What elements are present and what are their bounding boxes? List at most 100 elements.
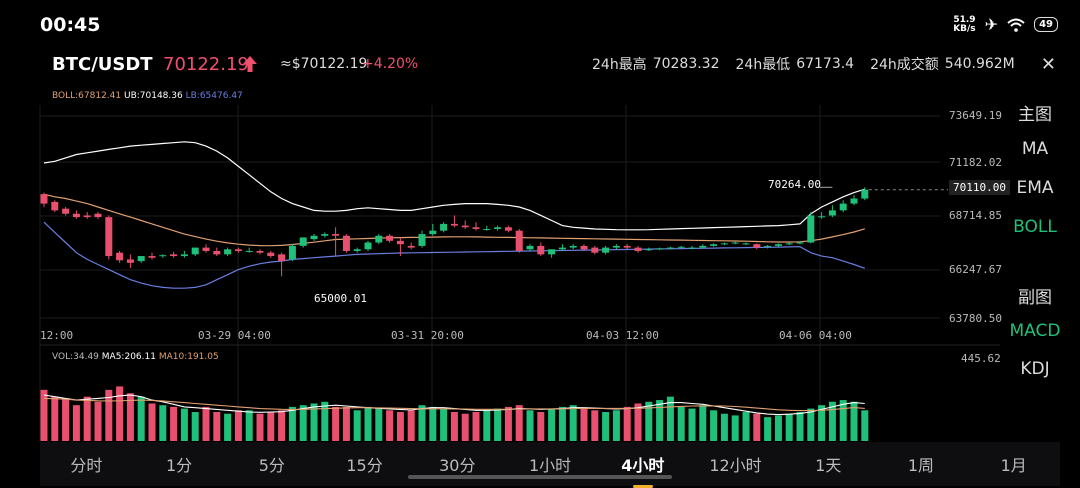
candle-body	[418, 234, 426, 246]
indicator-kdj[interactable]: KDJ	[1020, 359, 1050, 379]
candle-body	[526, 245, 534, 250]
volume-bar	[202, 406, 210, 441]
vol-max-tick: 445.62	[961, 352, 1001, 365]
volume-bar	[666, 396, 674, 441]
tab-1week[interactable]: 1周	[907, 456, 935, 475]
low-annotation: 65000.01	[314, 292, 367, 305]
candle-body	[774, 244, 782, 246]
indicator-macd[interactable]: MACD	[1009, 321, 1061, 341]
y-tick: 66247.67	[949, 263, 1002, 276]
candle-body	[40, 194, 48, 204]
tab-5min[interactable]: 5分	[258, 456, 285, 475]
network-speed-value: 51.9	[953, 14, 976, 25]
volume-bar	[764, 417, 772, 441]
volume-bar	[504, 406, 512, 441]
x-tick: 12:00	[40, 329, 74, 342]
volume-bar	[332, 406, 340, 441]
network-speed-unit: KB/s	[953, 23, 976, 34]
close-icon[interactable]: ✕	[1040, 54, 1056, 75]
boll-ub-line	[43, 141, 865, 231]
volume-bar	[375, 408, 383, 441]
tab-4hour[interactable]: 4小时	[596, 452, 689, 488]
volume-bar	[191, 412, 199, 441]
tab-1hour[interactable]: 1小时	[528, 456, 572, 475]
candle-body	[310, 235, 318, 240]
tab-1day[interactable]: 1天	[815, 456, 842, 475]
volume-bar	[558, 406, 566, 441]
volume-bar	[353, 410, 361, 441]
volume-bar	[731, 415, 739, 441]
indicator-boll[interactable]: BOLL	[1013, 217, 1057, 237]
volume-bar	[699, 405, 707, 441]
y-tick: 63780.50	[949, 312, 1002, 325]
boll-lb-line	[43, 221, 865, 289]
tab-1min[interactable]: 1分	[166, 456, 193, 475]
volume-bar	[224, 413, 232, 441]
volume-bar	[861, 410, 869, 441]
candle-body	[623, 245, 631, 248]
y-tick: 73649.19	[949, 109, 1002, 122]
indicator-ema[interactable]: EMA	[1016, 178, 1054, 198]
candle-body	[504, 227, 512, 231]
pair-title[interactable]: BTC/USDT	[52, 53, 153, 75]
volume-bar	[51, 396, 59, 441]
home-indicator	[408, 475, 672, 479]
candle-body	[202, 247, 210, 251]
volume-bar	[310, 403, 318, 441]
tab-15min[interactable]: 15分	[346, 456, 383, 475]
volume-bar	[591, 410, 599, 441]
volume-bar	[548, 408, 556, 441]
candle-body	[180, 254, 188, 257]
volume-bar	[429, 406, 437, 441]
usd-price: ≈$70122.19	[280, 56, 368, 72]
candle-body	[440, 223, 448, 231]
tab-1month[interactable]: 1月	[1000, 456, 1027, 475]
candle-body	[288, 245, 296, 260]
volume-bar	[807, 408, 815, 441]
volume-legend: VOL:34.49 MA5:206.11 MA10:191.05	[52, 352, 219, 362]
volume-bar	[62, 398, 70, 441]
candle-body	[72, 213, 80, 218]
candle-body	[656, 248, 664, 250]
tab-30min[interactable]: 30分	[439, 456, 476, 475]
candle-body	[753, 244, 761, 248]
volume-bar	[623, 406, 631, 441]
x-tick: 03-31 20:00	[391, 329, 464, 342]
boll-ub-value: UB:70148.36	[123, 91, 183, 101]
x-tick: 03-29 04:00	[198, 329, 271, 342]
vol-ma5-value: MA5:206.11	[101, 352, 156, 362]
volume-bar	[720, 413, 728, 441]
vol-ma10-line	[43, 397, 865, 412]
volume-bar	[148, 403, 156, 441]
volume-bar	[602, 412, 610, 441]
volume-bar	[580, 408, 588, 441]
candle-body	[278, 254, 286, 262]
boll-lb-value: LB:65476.47	[185, 91, 243, 101]
volume-bar	[72, 405, 80, 441]
tab-12hour[interactable]: 12小时	[709, 456, 762, 475]
volume-bar	[396, 412, 404, 441]
volume-bar	[612, 410, 620, 441]
candle-body	[472, 227, 480, 229]
indicator-ma[interactable]: MA	[1021, 139, 1049, 159]
volume-bar	[321, 401, 329, 441]
tab-time-share[interactable]: 分时	[70, 456, 103, 475]
candle-body	[224, 249, 232, 255]
candle-body	[83, 215, 91, 218]
volume-bar	[40, 389, 48, 441]
volume-bar	[94, 401, 102, 441]
candle-body	[764, 245, 772, 247]
boll-mid-line	[43, 193, 865, 247]
volume-bar	[245, 410, 253, 441]
wifi-icon	[1007, 18, 1025, 32]
candle-body	[94, 213, 102, 218]
volume-bar	[137, 396, 145, 441]
volume-bar	[159, 405, 167, 441]
volume-bar	[299, 405, 307, 441]
volume-bar	[256, 413, 264, 441]
candle-body	[483, 228, 491, 230]
candle-body	[116, 252, 124, 261]
interval-tabs: 分时 1分 5分 15分 30分 1小时 4小时 12小时 1天 1周 1月	[40, 442, 1060, 488]
candle-body	[353, 249, 361, 251]
